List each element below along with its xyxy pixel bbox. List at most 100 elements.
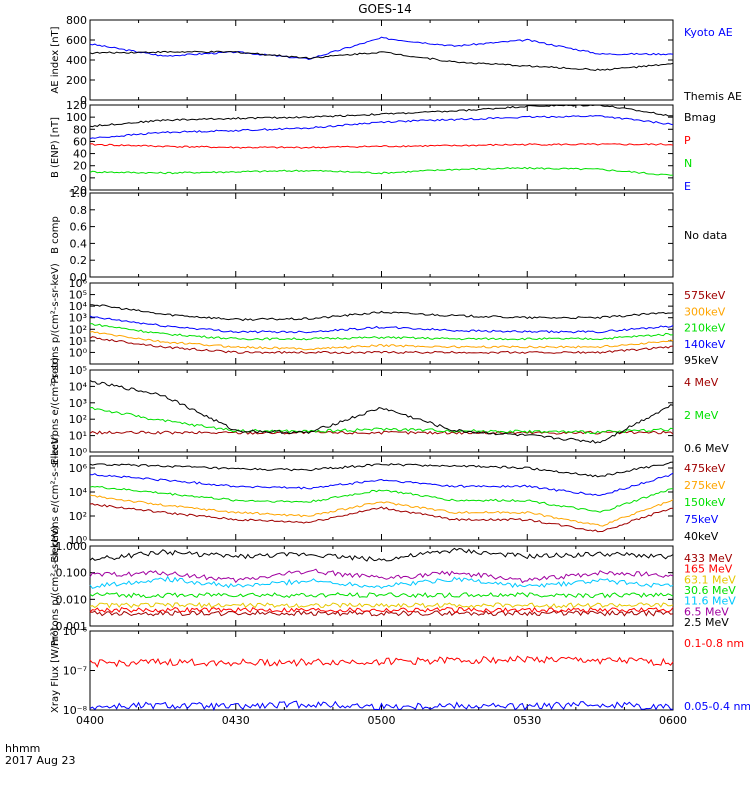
y-tick-label: 10⁻⁸ — [63, 704, 88, 717]
legend-entry: 0.05-0.4 nm — [684, 700, 750, 713]
time-axis: 0400 0430 0500 0530 0600 — [76, 714, 687, 727]
series-line-0-05-0-4-nm — [89, 700, 673, 711]
y-tick-label: 10⁻⁷ — [63, 665, 87, 678]
y-tick-label: 20 — [73, 160, 87, 173]
series-line-0-6-mev — [89, 380, 674, 444]
legend-entry: 63.1 MeV — [684, 573, 736, 586]
x-tick-label: 0530 — [513, 714, 541, 727]
series-line-75kev — [89, 472, 674, 496]
x-tick-label: 0430 — [222, 714, 250, 727]
legend-entry: 11.6 MeV — [684, 595, 736, 608]
series-line-275kev — [89, 494, 674, 527]
panel-frame — [89, 282, 674, 365]
series-line-40kev — [89, 461, 674, 478]
legend-entry: 475keV — [684, 462, 726, 475]
y-axis-label: B comp — [50, 216, 61, 254]
series-line-95kev — [89, 304, 674, 322]
x-tick-label: 0500 — [368, 714, 396, 727]
legend-entry: 2 MeV — [684, 409, 719, 422]
legend-entry: 75keV — [684, 513, 719, 526]
y-tick-label: 10⁴ — [69, 300, 88, 313]
legend-entry: 150keV — [684, 496, 726, 509]
series-line-140kev — [89, 315, 674, 334]
y-tick-label: 0.010 — [56, 593, 88, 606]
series-line-11-6-mev — [89, 575, 674, 589]
y-tick-label: 0.0 — [70, 271, 88, 284]
series-line-433-mev — [89, 610, 674, 617]
panel-electrons_hi: 10⁰ 10¹ 10² 10³ 10⁴ 10⁵ Electrons e/(cm²-s-sr)… — [50, 357, 729, 465]
time-axis-corner-label: hhmm — [5, 742, 40, 755]
y-tick-label: 0.001 — [56, 620, 88, 633]
series-line-150kev — [89, 485, 674, 513]
y-tick-label: 10⁶ — [69, 277, 88, 290]
series-line-e — [89, 115, 674, 140]
series-line-30-6-mev — [89, 592, 674, 599]
y-axis-label: Electrons e/(cm²-s-sr-keV) — [50, 433, 61, 562]
panel-frame — [89, 545, 674, 627]
legend-entry: Bmag — [684, 111, 716, 124]
legend-entry: 575keV — [684, 289, 726, 302]
panel-frame — [89, 455, 674, 541]
y-tick-label: 0 — [80, 172, 87, 185]
y-tick-label: 0.4 — [70, 237, 88, 250]
legend-entry: 2.5 MeV — [684, 616, 729, 629]
legend-entry: Kyoto AE — [684, 26, 733, 39]
panel-frame — [89, 630, 674, 711]
y-tick-label: 0.8 — [70, 204, 88, 217]
y-axis-label: Xray Flux [W/m²] — [50, 628, 61, 713]
y-tick-label: 1.000 — [56, 540, 88, 553]
chart-title: GOES-14 — [358, 2, 412, 16]
y-tick-label: 80 — [73, 123, 87, 136]
y-tick-label: 10³ — [69, 397, 87, 410]
y-tick-label: 10⁰ — [69, 346, 88, 359]
legend-entry: 140keV — [684, 338, 726, 351]
y-tick-label: 0.2 — [70, 254, 88, 267]
series-line-2-5-mev — [89, 547, 674, 562]
legend-entry: 210keV — [684, 322, 726, 335]
y-tick-label: -20 — [69, 184, 87, 197]
x-tick-label: 0600 — [659, 714, 687, 727]
panel-ae: 0 200 400 600 800 AE index [nT] Kyoto AE Themis… — [50, 14, 742, 107]
series-line-6-5-mev — [89, 568, 674, 584]
x-tick-label: 0400 — [76, 714, 104, 727]
y-tick-label: 10⁰ — [69, 534, 88, 547]
legend-entry: N — [684, 157, 692, 170]
legend-entry: Themis AE — [683, 90, 742, 103]
y-tick-label: 600 — [66, 34, 87, 47]
y-tick-label: 400 — [66, 54, 87, 67]
legend-entry: 275keV — [684, 479, 726, 492]
panel-frame — [89, 192, 674, 278]
y-tick-label: 1.0 — [70, 187, 88, 200]
series-line-4-mev — [89, 430, 674, 435]
panel-electrons_lo: 10⁰ 10² 10⁴ 10⁶ Electrons e/(cm²-s-sr-keV) 47… — [50, 433, 726, 562]
y-tick-label: 100 — [66, 111, 87, 124]
series-line-475kev — [89, 503, 674, 533]
y-tick-label: 10⁵ — [69, 364, 87, 377]
y-axis-label: Electrons e/(cm²-s-sr) — [50, 357, 61, 465]
y-tick-label: 200 — [66, 74, 87, 87]
y-tick-label: 10² — [69, 510, 87, 523]
y-tick-label: 10² — [69, 413, 87, 426]
y-tick-label: 10⁴ — [69, 486, 88, 499]
legend-entry: 95keV — [684, 354, 719, 367]
legend-entry: 300keV — [684, 305, 726, 318]
series-line-p — [89, 143, 674, 149]
panel-bcomp: 0.0 0.2 0.4 0.6 0.8 1.0 B comp No data — [50, 187, 727, 284]
y-axis-label: Protons p/(cm²-s-sr-keV) — [50, 526, 61, 647]
legend-entry: 4 MeV — [684, 376, 719, 389]
y-tick-label: 10⁵ — [69, 289, 87, 302]
series-line-2-mev — [89, 406, 674, 435]
y-tick-label: 10⁶ — [69, 462, 88, 475]
series-line-575kev — [89, 336, 674, 355]
y-tick-label: 60 — [73, 135, 87, 148]
y-tick-label: 10¹ — [69, 430, 87, 443]
series-line-0-1-0-8-nm — [89, 655, 674, 668]
legend-entry: 40keV — [684, 530, 719, 543]
series-line-210kev — [89, 323, 674, 341]
y-tick-label: 0 — [80, 94, 87, 107]
time-axis-date-label: 2017 Aug 23 — [5, 754, 75, 767]
